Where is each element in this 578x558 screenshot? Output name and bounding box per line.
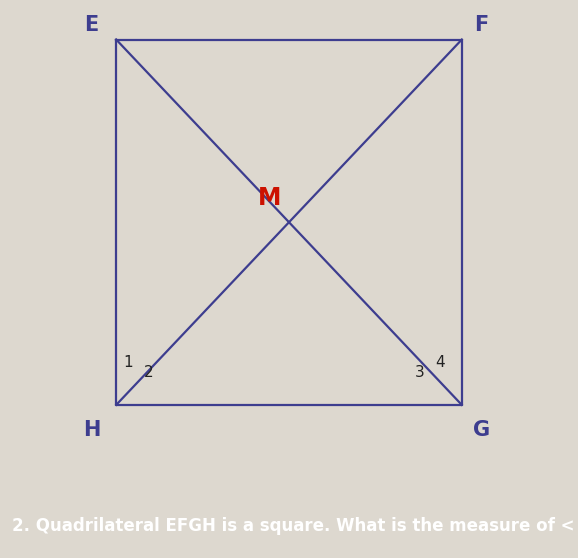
Text: 4: 4 — [435, 355, 444, 371]
Text: G: G — [473, 420, 490, 440]
Text: 2: 2 — [143, 365, 153, 381]
Text: F: F — [475, 15, 489, 35]
Text: E: E — [84, 15, 99, 35]
Text: 1: 1 — [124, 355, 134, 371]
Text: 2. Quadrilateral EFGH is a square. What is the measure of < 1?: 2. Quadrilateral EFGH is a square. What … — [12, 517, 578, 535]
Text: M: M — [258, 185, 281, 210]
Text: H: H — [83, 420, 100, 440]
Text: 3: 3 — [415, 365, 425, 381]
